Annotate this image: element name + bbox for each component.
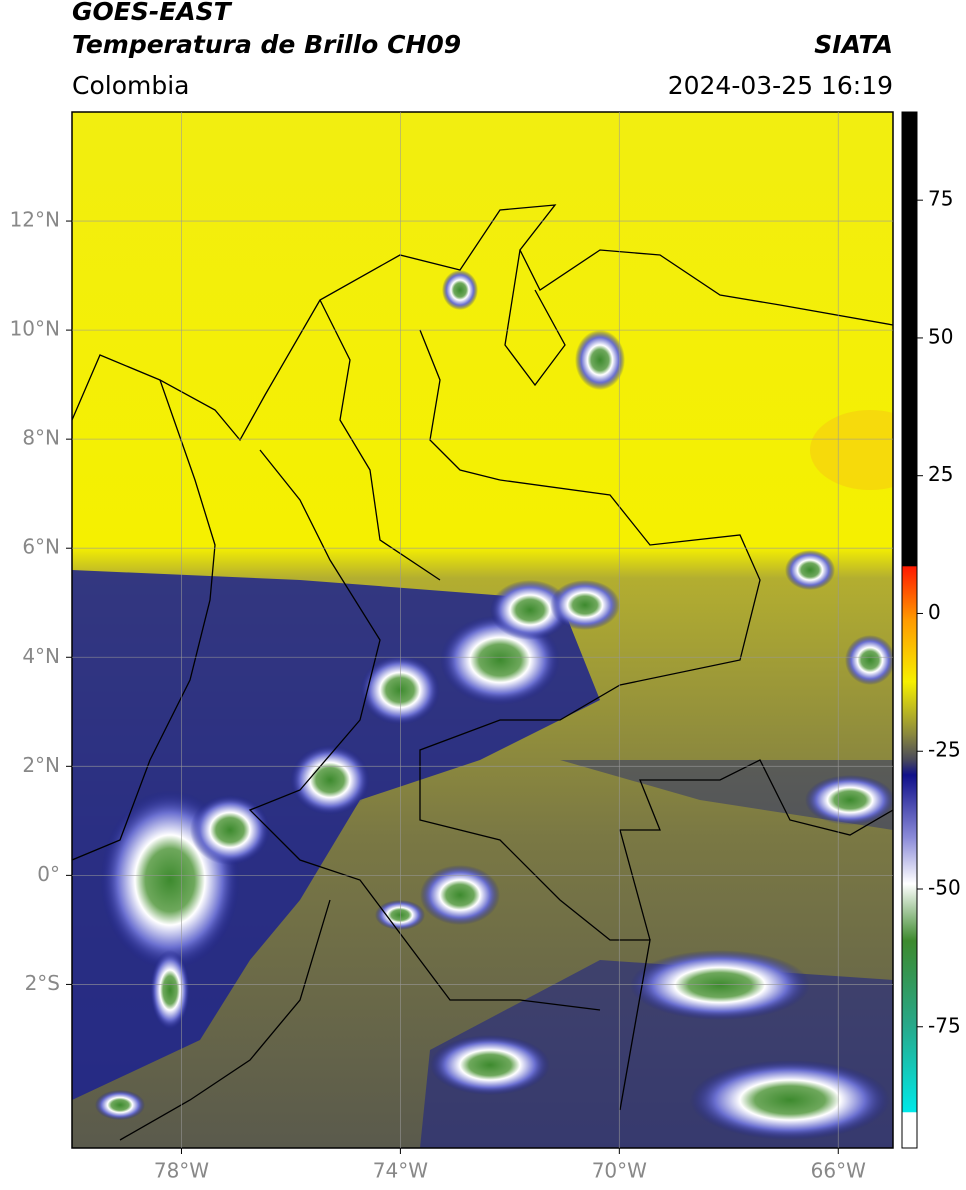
y-tick-label: 12°N xyxy=(10,208,60,232)
colorbar-label: 0 xyxy=(928,600,941,624)
x-tick-label: 70°W xyxy=(592,1159,647,1183)
satellite-image xyxy=(72,112,893,1148)
title: GOES-EAST xyxy=(72,0,233,26)
colorbar xyxy=(901,111,918,1149)
colorbar-label: 50 xyxy=(928,324,953,348)
y-tick-label: 2°S xyxy=(25,971,60,995)
colorbar-label: 75 xyxy=(928,187,953,211)
colorbar-label: 25 xyxy=(928,462,953,486)
y-tick-label: 0° xyxy=(37,862,60,886)
colorbar-label: -25 xyxy=(928,738,961,762)
source: SIATA xyxy=(814,30,893,59)
y-tick-label: 6°N xyxy=(22,535,60,559)
map-frame xyxy=(71,111,894,1149)
y-tick-label: 4°N xyxy=(22,644,60,668)
subtitle: Temperatura de Brillo CH09 xyxy=(72,30,461,59)
y-tick-label: 8°N xyxy=(22,426,60,450)
y-tick-label: 10°N xyxy=(10,317,60,341)
datetime: 2024-03-25 16:19 xyxy=(668,71,893,100)
colorbar-label: -50 xyxy=(928,876,961,900)
region: Colombia xyxy=(72,71,189,100)
x-tick-label: 66°W xyxy=(811,1159,866,1183)
x-tick-label: 74°W xyxy=(373,1159,428,1183)
y-tick-label: 2°N xyxy=(22,753,60,777)
x-tick-label: 78°W xyxy=(154,1159,209,1183)
colorbar-label: -75 xyxy=(928,1013,961,1037)
